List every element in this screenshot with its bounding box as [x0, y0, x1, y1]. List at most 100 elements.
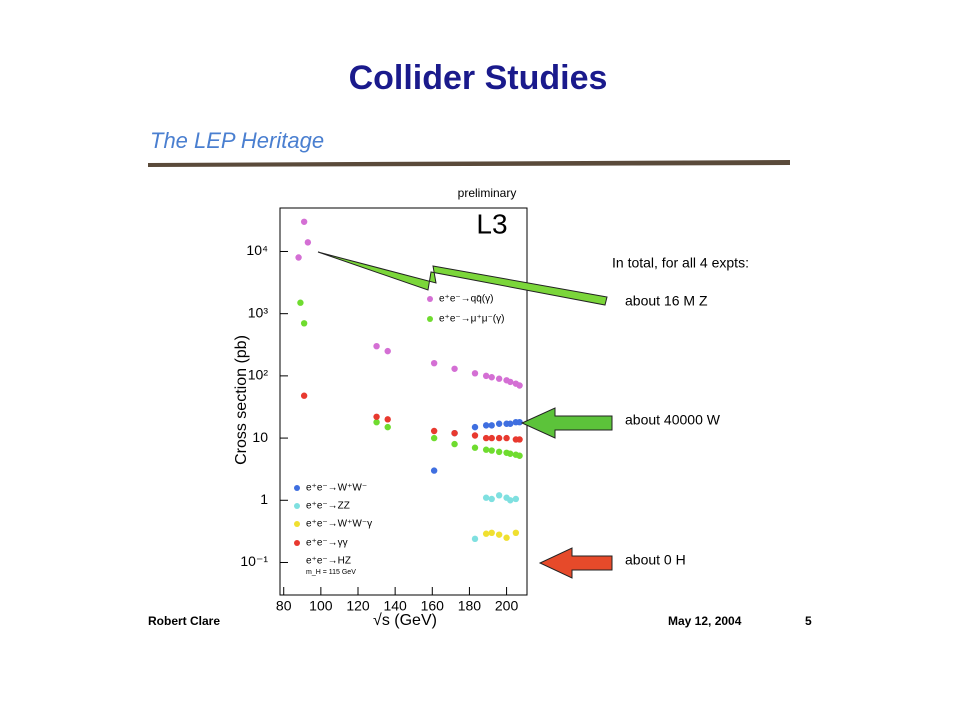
data-point: [482, 530, 490, 537]
legend-label: e⁺e⁻→HZ: [306, 556, 351, 567]
experiment-label: L3: [476, 208, 507, 239]
data-point: [373, 418, 380, 426]
legend-marker: [294, 540, 300, 546]
y-tick-label: 10³: [248, 304, 269, 320]
legend-marker: [294, 503, 300, 509]
data-point: [373, 413, 380, 420]
data-point: [430, 359, 438, 367]
data-point: [488, 495, 495, 503]
data-point: [451, 365, 458, 372]
subtitle: The LEP Heritage: [150, 128, 324, 153]
footer-page: 5: [805, 614, 812, 628]
data-point: [495, 434, 503, 442]
data-point: [512, 495, 520, 503]
data-point: [471, 535, 479, 543]
data-point: [503, 534, 510, 541]
data-point: [384, 416, 391, 423]
plot: 80 100 120 140 160 180 200 10⁻¹ 1 10 10² 10³ 10⁴ √s (…: [233, 186, 523, 629]
data-point: [482, 434, 490, 442]
data-point: [495, 448, 503, 456]
legend-label: e⁺e⁻→μ⁺μ⁻(γ): [439, 314, 504, 325]
legend-marker: [294, 521, 300, 527]
legend-marker: [294, 485, 300, 491]
data-point: [304, 239, 312, 246]
legend-marker: [427, 316, 433, 322]
data-point: [507, 497, 514, 504]
y-tick-label: 10⁻¹: [240, 553, 268, 569]
data-point: [430, 427, 438, 435]
data-point: [295, 254, 302, 261]
y-tick-label: 10²: [248, 367, 269, 383]
x-tick-label: 200: [495, 598, 519, 614]
x-tick-label: 80: [276, 598, 292, 614]
data-point: [384, 347, 391, 355]
data-point: [488, 529, 495, 536]
y-tick-label: 10⁴: [246, 242, 268, 258]
data-point: [488, 374, 495, 381]
data-point: [471, 444, 479, 451]
legend-label: e⁺e⁻→W⁺W⁻γ: [306, 519, 372, 530]
data-point: [507, 420, 514, 427]
data-point: [384, 423, 391, 431]
data-point: [451, 429, 458, 437]
footer-date: May 12, 2004: [668, 614, 742, 628]
data-point: [471, 432, 479, 439]
slide-title: Collider Studies: [349, 59, 608, 97]
data-point: [495, 492, 503, 499]
data-point: [516, 382, 523, 389]
data-point: [507, 378, 514, 386]
arrow-h: [538, 547, 613, 579]
data-point: [482, 372, 490, 380]
x-tick-label: 160: [421, 598, 445, 614]
annotation: about 16 M Z: [625, 293, 708, 309]
subtitle-rule: [148, 160, 790, 167]
data-point: [451, 440, 458, 448]
data-point: [507, 450, 514, 457]
annotation: about 40000 W: [625, 412, 721, 428]
data-point: [516, 436, 523, 443]
y-tick-label: 1: [260, 491, 268, 507]
data-point: [471, 423, 479, 431]
arrow-w: [520, 407, 613, 439]
arrow-z: [317, 251, 608, 306]
legend-label: e⁺e⁻→qq̄(γ): [439, 294, 493, 305]
x-tick-label: 140: [383, 598, 407, 614]
legend-label: e⁺e⁻→ZZ: [306, 501, 350, 512]
data-point: [482, 422, 490, 429]
data-point: [482, 446, 490, 453]
y-axis-label: Cross section (pb): [233, 335, 250, 465]
data-point: [516, 418, 523, 426]
data-point: [300, 392, 308, 399]
data-point: [488, 422, 495, 429]
y-tick-label: 10: [252, 429, 268, 445]
data-point: [430, 434, 438, 442]
legend-label: m_H = 115 GeV: [306, 569, 356, 576]
data-point: [516, 452, 523, 459]
x-tick-label: 120: [346, 598, 370, 614]
legend-label: e⁺e⁻→γγ: [306, 538, 348, 549]
data-point: [495, 531, 503, 538]
data-point: [488, 434, 495, 442]
data-point: [430, 467, 438, 474]
data-point: [471, 370, 479, 377]
data-point: [495, 420, 503, 427]
data-point: [373, 342, 380, 350]
data-point: [482, 494, 490, 501]
data-point: [300, 218, 308, 225]
x-axis-label: √s (GeV): [373, 612, 437, 629]
footer-author: Robert Clare: [148, 614, 220, 628]
legend-marker: [427, 296, 433, 302]
note: preliminary: [458, 186, 517, 200]
x-tick-label: 100: [309, 598, 333, 614]
annotation-header: In total, for all 4 expts:: [612, 255, 749, 271]
annotation: about 0 H: [625, 552, 686, 568]
x-tick-label: 180: [458, 598, 482, 614]
legend-label: e⁺e⁻→W⁺W⁻: [306, 483, 367, 494]
plot-frame: [279, 207, 528, 596]
data-point: [488, 447, 495, 454]
data-point: [300, 320, 308, 327]
data-point: [297, 299, 304, 306]
data-point: [495, 375, 503, 382]
